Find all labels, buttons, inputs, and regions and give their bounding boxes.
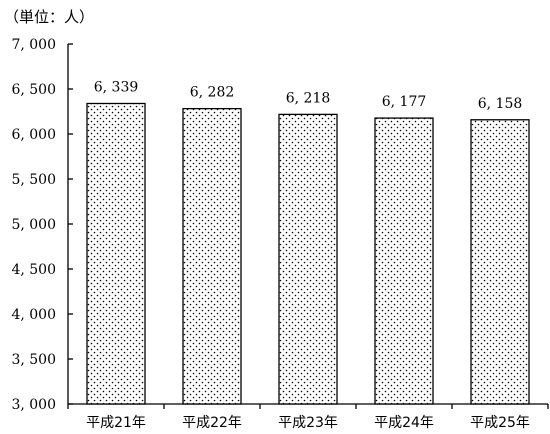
y-tick-label: 4, 500 bbox=[11, 262, 56, 278]
y-tick-label: 5, 500 bbox=[11, 172, 56, 188]
data-label: 6, 339 bbox=[94, 79, 139, 95]
bar bbox=[278, 113, 338, 405]
category-label: 平成22年 bbox=[182, 415, 242, 431]
category-label: 平成21年 bbox=[86, 415, 146, 431]
category-label: 平成25年 bbox=[470, 415, 530, 431]
data-label: 6, 177 bbox=[382, 94, 427, 110]
data-label: 6, 218 bbox=[286, 90, 331, 106]
y-tick-label: 6, 500 bbox=[11, 82, 56, 98]
y-tick-label: 7, 000 bbox=[11, 37, 56, 53]
bars bbox=[86, 102, 530, 405]
bar bbox=[86, 102, 146, 405]
category-label: 平成24年 bbox=[374, 415, 434, 431]
y-tick-label: 3, 500 bbox=[11, 352, 56, 368]
y-tick-label: 5, 000 bbox=[11, 217, 56, 233]
labels: 6, 339 平成21年 6, 282 平成22年 6, 218 平成23年 6, 177 平… bbox=[86, 79, 530, 431]
data-label: 6, 158 bbox=[478, 96, 523, 112]
category-label: 平成23年 bbox=[278, 415, 338, 431]
axes: 3, 000 3, 500 4, 000 4, 500 5, 000 5, 500 6, 0… bbox=[11, 37, 549, 413]
y-tick-label: 3, 000 bbox=[11, 397, 56, 413]
y-tick-label: 4, 000 bbox=[11, 307, 56, 323]
bar bbox=[374, 117, 434, 405]
bar bbox=[182, 107, 242, 405]
y-tick-label: 6, 000 bbox=[11, 127, 56, 143]
bar bbox=[470, 119, 530, 405]
data-label: 6, 282 bbox=[190, 85, 235, 101]
unit-label: （単位：人） bbox=[4, 8, 95, 26]
